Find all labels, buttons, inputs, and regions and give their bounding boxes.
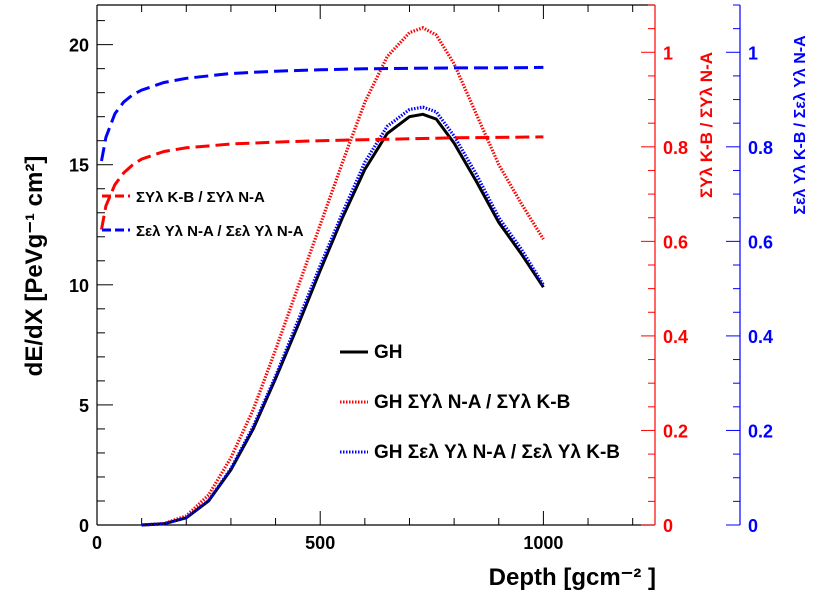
legend-top-item-label: Σελ Yλ N-A / Σελ Yλ N-A (136, 223, 304, 240)
blue-axis-tick-label: 0.6 (748, 232, 773, 252)
legend-top-item-label: ΣYλ K-B / ΣYλ N-A (136, 189, 265, 206)
x-tick-label: 0 (92, 533, 102, 553)
series-line-0 (141, 112, 545, 527)
legend-group: ΣYλ K-B / ΣYλ N-A Σελ Yλ N-A / Σελ Yλ N-A… (102, 189, 620, 463)
red-axis-tick-label: 0.6 (663, 232, 688, 252)
blue-axis-tick-label: 0 (748, 516, 758, 536)
y-tick-label: 15 (69, 156, 89, 176)
x-tick-label: 500 (305, 533, 335, 553)
series-group (100, 26, 545, 527)
red-axis-tick-label: 1 (663, 43, 673, 63)
x-axis-label: Depth [gcm⁻² ] (489, 564, 656, 591)
series-line-1 (141, 26, 545, 527)
x-tick-label: 1000 (523, 533, 563, 553)
legend-bottom-item-label: GH (374, 342, 403, 363)
y-tick-label: 0 (79, 516, 89, 536)
axes-group: 0 500 10000510152000.20.40.60.8100.20.40.6… (69, 4, 773, 553)
y-tick-label: 10 (69, 276, 89, 296)
legend-bottom-item-label: GH ΣYλ N-A / ΣYλ K-B (374, 392, 570, 413)
red-axis-tick-label: 0 (663, 516, 673, 536)
blue-axis-label: Σελ Yλ K-B / Σελ Yλ N-A (792, 35, 809, 215)
series-line-2 (141, 105, 545, 527)
blue-axis-tick-label: 0.8 (748, 138, 773, 158)
red-axis-tick-label: 0.4 (663, 327, 688, 347)
series-line-3 (100, 135, 544, 230)
y-axis-label: dE/dX [PeVg⁻¹ cm²] (21, 156, 48, 377)
legend-bottom-item-label: GH Σελ Yλ N-A / Σελ Yλ K-B (374, 442, 620, 463)
blue-axis-tick-label: 1 (748, 43, 758, 63)
red-axis-label: ΣYλ K-B / ΣYλ N-A (697, 52, 716, 198)
y-tick-label: 20 (69, 36, 89, 56)
y-tick-label: 5 (79, 396, 89, 416)
red-axis-tick-label: 0.2 (663, 421, 688, 441)
blue-axis-tick-label: 0.4 (748, 327, 773, 347)
blue-axis-tick-label: 0.2 (748, 421, 773, 441)
red-axis-tick-label: 0.8 (663, 138, 688, 158)
